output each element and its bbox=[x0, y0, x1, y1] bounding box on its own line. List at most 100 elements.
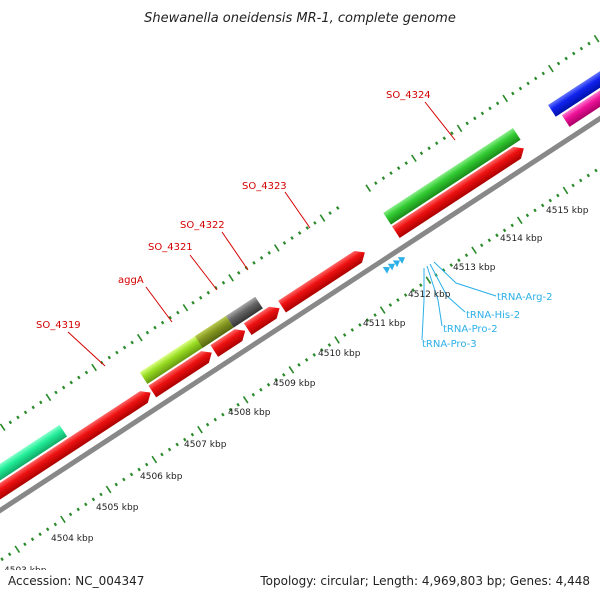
major-tick bbox=[548, 64, 554, 73]
major-tick bbox=[562, 186, 569, 195]
minor-tick bbox=[358, 323, 362, 327]
minor-tick bbox=[350, 328, 355, 332]
minor-tick bbox=[479, 243, 484, 248]
gene-label: SO_4321 bbox=[148, 242, 193, 253]
major-tick bbox=[288, 366, 295, 374]
minor-tick bbox=[327, 343, 332, 347]
cds-arrow[interactable] bbox=[210, 325, 249, 357]
minor-tick bbox=[115, 350, 119, 355]
minor-tick bbox=[99, 492, 103, 497]
leader-line bbox=[429, 263, 466, 313]
minor-tick bbox=[30, 537, 35, 542]
tick-label: 4513 kbp bbox=[453, 263, 496, 273]
minor-tick bbox=[388, 303, 393, 307]
minor-tick bbox=[328, 211, 332, 215]
minor-tick bbox=[221, 412, 225, 417]
cds-arrow[interactable] bbox=[243, 302, 283, 335]
minor-tick bbox=[450, 131, 454, 136]
minor-tick bbox=[480, 111, 485, 116]
leader-line bbox=[67, 331, 106, 367]
tick-label: 4504 kbp bbox=[51, 534, 94, 544]
minor-tick bbox=[129, 472, 134, 477]
minor-tick bbox=[335, 206, 340, 210]
minor-tick bbox=[579, 46, 584, 51]
trna-marker[interactable] bbox=[392, 257, 402, 268]
major-tick bbox=[136, 333, 143, 342]
minor-tick bbox=[251, 392, 256, 397]
minor-tick bbox=[267, 251, 271, 255]
minor-tick bbox=[564, 56, 568, 61]
minor-tick bbox=[396, 166, 401, 171]
gene-blue[interactable] bbox=[548, 45, 600, 117]
minor-tick bbox=[190, 432, 195, 437]
minor-tick bbox=[381, 176, 386, 180]
minor-tick bbox=[511, 91, 515, 96]
minor-tick bbox=[198, 295, 203, 300]
minor-tick bbox=[533, 208, 537, 213]
tick-label: 4505 kbp bbox=[96, 503, 139, 513]
tick-label: 4511 kbp bbox=[363, 319, 406, 329]
major-tick bbox=[365, 184, 372, 192]
minor-tick bbox=[61, 385, 66, 390]
minor-tick bbox=[69, 380, 74, 385]
gene-leader-lines bbox=[67, 101, 456, 367]
genome-summary: Topology: circular; Length: 4,969,803 bp… bbox=[259, 574, 590, 588]
minor-tick bbox=[167, 447, 172, 452]
gene-label: SO_4324 bbox=[386, 90, 431, 101]
trna-marker[interactable] bbox=[387, 260, 397, 271]
major-tick bbox=[502, 94, 509, 103]
gene-green[interactable] bbox=[383, 128, 521, 225]
minor-tick bbox=[403, 293, 408, 297]
minor-tick bbox=[122, 345, 127, 350]
cds-arrow[interactable] bbox=[561, 59, 600, 127]
minor-tick bbox=[252, 261, 256, 265]
major-tick bbox=[242, 395, 249, 404]
minor-tick bbox=[153, 325, 157, 330]
minor-tick bbox=[191, 300, 195, 305]
minor-tick bbox=[556, 193, 560, 198]
minor-tick bbox=[39, 400, 43, 405]
minor-tick bbox=[23, 410, 28, 415]
gene-teal[interactable] bbox=[0, 424, 68, 502]
trna-marker[interactable] bbox=[382, 264, 392, 274]
minor-tick bbox=[16, 415, 20, 420]
minor-tick bbox=[38, 532, 42, 537]
minor-tick bbox=[396, 298, 400, 302]
gene-lime[interactable] bbox=[139, 329, 213, 384]
genome-backbone bbox=[0, 115, 600, 514]
minor-tick bbox=[297, 363, 301, 367]
minor-tick bbox=[45, 527, 50, 532]
cds-arrow[interactable] bbox=[0, 387, 154, 510]
major-tick bbox=[197, 425, 203, 434]
minor-tick bbox=[571, 51, 576, 56]
major-tick bbox=[228, 274, 234, 282]
gene-label: SO_4319 bbox=[36, 320, 81, 331]
minor-tick bbox=[495, 101, 500, 106]
trna-label: tRNA-Pro-3 bbox=[422, 339, 477, 350]
feature-track bbox=[0, 45, 600, 510]
gene-olive[interactable] bbox=[194, 315, 234, 348]
minor-tick bbox=[304, 358, 309, 362]
trna-label: tRNA-His-2 bbox=[466, 310, 520, 321]
minor-tick bbox=[441, 268, 446, 273]
minor-tick bbox=[464, 253, 469, 258]
cds-arrow[interactable] bbox=[148, 347, 216, 398]
cds-arrow[interactable] bbox=[278, 247, 369, 313]
minor-tick bbox=[160, 320, 165, 325]
minor-tick bbox=[502, 228, 507, 233]
minor-tick bbox=[76, 507, 80, 512]
major-tick bbox=[60, 515, 66, 524]
cds-arrow[interactable] bbox=[392, 143, 528, 239]
gene-gray[interactable] bbox=[225, 296, 263, 328]
minor-tick bbox=[487, 238, 492, 243]
minor-tick bbox=[586, 173, 591, 178]
minor-tick bbox=[91, 497, 96, 502]
tick-label: 4510 kbp bbox=[318, 349, 361, 359]
trna-marker[interactable] bbox=[397, 254, 407, 264]
gene-label: aggA bbox=[118, 275, 144, 286]
minor-tick bbox=[457, 258, 461, 263]
minor-tick bbox=[259, 387, 263, 392]
minor-tick bbox=[541, 71, 546, 76]
leader-line bbox=[145, 286, 173, 323]
